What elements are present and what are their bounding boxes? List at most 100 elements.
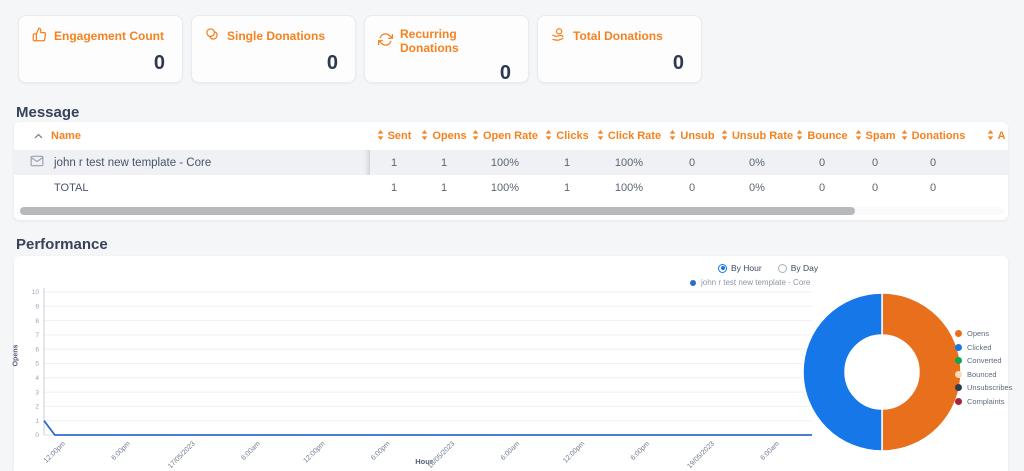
svg-text:19/05/2023: 19/05/2023 bbox=[686, 440, 716, 468]
radio-selected-icon bbox=[718, 263, 727, 273]
message-table: Name Sent Opens Open Rate Clicks Click R… bbox=[14, 122, 1008, 220]
mail-icon bbox=[30, 154, 44, 171]
svg-text:6:00am: 6:00am bbox=[759, 440, 781, 462]
message-section-title: Message bbox=[16, 104, 80, 121]
legend-dot-bounced bbox=[955, 370, 962, 378]
cell-unsub: 0 bbox=[688, 181, 696, 194]
legend-dot-unsubscribes bbox=[955, 384, 962, 391]
cell-unsub: 0 bbox=[688, 156, 696, 169]
stat-card-single-donations: Single Donations 0 bbox=[191, 15, 356, 83]
stat-label: Single Donations bbox=[227, 29, 326, 43]
horizontal-scrollbar-track[interactable] bbox=[17, 207, 1005, 215]
cell-opens: 1 bbox=[440, 156, 448, 169]
sort-icon bbox=[377, 129, 384, 143]
donut-legend-item: Unsubscribes bbox=[955, 383, 1012, 392]
svg-text:3: 3 bbox=[35, 389, 39, 396]
sort-icon bbox=[796, 129, 803, 143]
column-header-click-rate[interactable]: Click Rate bbox=[594, 129, 664, 143]
svg-text:6:00pm: 6:00pm bbox=[110, 440, 132, 462]
svg-text:12:00pm: 12:00pm bbox=[43, 440, 67, 464]
stat-value: 0 bbox=[672, 52, 684, 74]
donut-legend: Opens Clicked Converted Bounced Unsubscr… bbox=[955, 329, 1012, 406]
cell-click-rate: 100% bbox=[614, 156, 644, 169]
legend-dot-opens bbox=[955, 330, 962, 337]
recurring-arrows-icon bbox=[378, 32, 393, 50]
table-row[interactable]: john r test new template - Core 1 1 100%… bbox=[14, 150, 1008, 175]
table-total-row: TOTAL 1 1 100% 1 100% 0 0% 0 0 0 bbox=[14, 175, 1008, 200]
donut-legend-item: Opens bbox=[955, 329, 1012, 338]
donut-chart bbox=[802, 292, 962, 452]
cell-donations: 0 bbox=[929, 181, 937, 194]
horizontal-scrollbar-thumb[interactable] bbox=[20, 207, 855, 215]
svg-text:10: 10 bbox=[32, 289, 40, 296]
cell-unsub-rate: 0% bbox=[749, 181, 765, 194]
legend-dot-converted bbox=[955, 357, 962, 364]
line-series-legend: john r test new template - Core bbox=[690, 278, 810, 287]
message-name-cell[interactable]: john r test new template - Core bbox=[14, 150, 370, 175]
total-name-cell: TOTAL bbox=[54, 181, 89, 194]
column-header-clicks[interactable]: Clicks bbox=[540, 129, 594, 143]
column-header-opens[interactable]: Opens bbox=[418, 129, 470, 143]
svg-text:9: 9 bbox=[35, 304, 39, 311]
column-header-amount-truncated[interactable]: A bbox=[966, 129, 1008, 143]
line-chart: 0 1 2 3 4 5 6 7 8 9 10 12:00pm 6:00pm 17/05/2023 6:00a… bbox=[32, 288, 812, 468]
radio-by-hour[interactable]: By Hour bbox=[718, 263, 762, 273]
hand-coin-icon bbox=[551, 27, 566, 45]
svg-text:6:00pm: 6:00pm bbox=[630, 440, 652, 462]
donut-legend-item: Complaints bbox=[955, 397, 1012, 406]
sort-icon bbox=[987, 129, 994, 143]
cell-open-rate: 100% bbox=[490, 156, 520, 169]
column-header-unsub-rate[interactable]: Unsub Rate bbox=[720, 129, 794, 143]
donut-legend-item: Converted bbox=[955, 356, 1012, 365]
column-header-sent[interactable]: Sent bbox=[370, 129, 418, 143]
column-header-open-rate[interactable]: Open Rate bbox=[470, 129, 540, 143]
column-header-donations[interactable]: Donations bbox=[900, 129, 966, 143]
cell-unsub-rate: 0% bbox=[749, 156, 765, 169]
radio-unselected-icon bbox=[777, 263, 787, 273]
column-header-unsub[interactable]: Unsub bbox=[664, 129, 720, 143]
svg-text:0: 0 bbox=[35, 432, 39, 439]
sort-asc-icon bbox=[34, 130, 43, 142]
cell-sent: 1 bbox=[390, 181, 398, 194]
column-header-spam[interactable]: Spam bbox=[850, 129, 900, 143]
cell-open-rate: 100% bbox=[490, 181, 520, 194]
radio-by-day[interactable]: By Day bbox=[777, 263, 818, 273]
x-axis-title: Hour bbox=[415, 457, 433, 466]
sort-icon bbox=[421, 129, 428, 143]
svg-text:1: 1 bbox=[35, 418, 39, 425]
sort-icon bbox=[669, 129, 676, 143]
cell-click-rate: 100% bbox=[614, 181, 644, 194]
svg-text:6:00am: 6:00am bbox=[500, 440, 522, 462]
column-header-bounce[interactable]: Bounce bbox=[794, 129, 850, 143]
cell-donations: 0 bbox=[929, 156, 937, 169]
sort-icon bbox=[597, 129, 604, 143]
sort-icon bbox=[472, 129, 479, 143]
cell-sent: 1 bbox=[390, 156, 398, 169]
performance-card: By Hour By Day john r test new template … bbox=[12, 256, 1012, 471]
thumbs-up-icon bbox=[32, 27, 47, 45]
cell-bounce: 0 bbox=[818, 181, 826, 194]
svg-text:5: 5 bbox=[35, 361, 39, 368]
svg-text:2: 2 bbox=[35, 404, 39, 411]
cell-bounce: 0 bbox=[818, 156, 826, 169]
legend-dot-complaints bbox=[955, 397, 962, 405]
stat-card-total-donations: Total Donations 0 bbox=[537, 15, 702, 83]
stat-value: 0 bbox=[326, 52, 338, 74]
column-header-name[interactable]: Name bbox=[14, 130, 370, 142]
svg-text:6:00am: 6:00am bbox=[240, 440, 262, 462]
sort-icon bbox=[545, 129, 552, 143]
coins-icon bbox=[205, 27, 220, 45]
stat-label: Engagement Count bbox=[54, 29, 164, 43]
cell-spam: 0 bbox=[871, 156, 879, 169]
svg-text:12:00pm: 12:00pm bbox=[562, 440, 586, 464]
svg-text:4: 4 bbox=[35, 375, 39, 382]
donut-legend-item: Bounced bbox=[955, 370, 1012, 379]
svg-text:12:00pm: 12:00pm bbox=[302, 440, 326, 464]
cell-spam: 0 bbox=[871, 181, 879, 194]
legend-dot-clicked bbox=[955, 343, 962, 351]
cell-clicks: 1 bbox=[563, 181, 571, 194]
stat-label: Total Donations bbox=[573, 29, 663, 43]
stat-card-engagement: Engagement Count 0 bbox=[18, 15, 183, 83]
cell-clicks: 1 bbox=[563, 156, 571, 169]
performance-section-title: Performance bbox=[16, 236, 108, 253]
